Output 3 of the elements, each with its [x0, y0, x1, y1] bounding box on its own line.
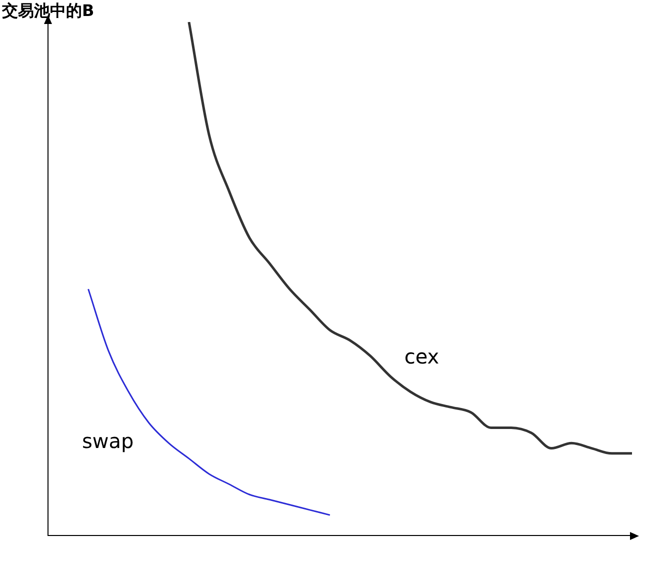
series-label: swap [82, 428, 134, 453]
series-label: cex [404, 344, 440, 369]
y-axis-title: 交易池中的B [1, 1, 94, 20]
